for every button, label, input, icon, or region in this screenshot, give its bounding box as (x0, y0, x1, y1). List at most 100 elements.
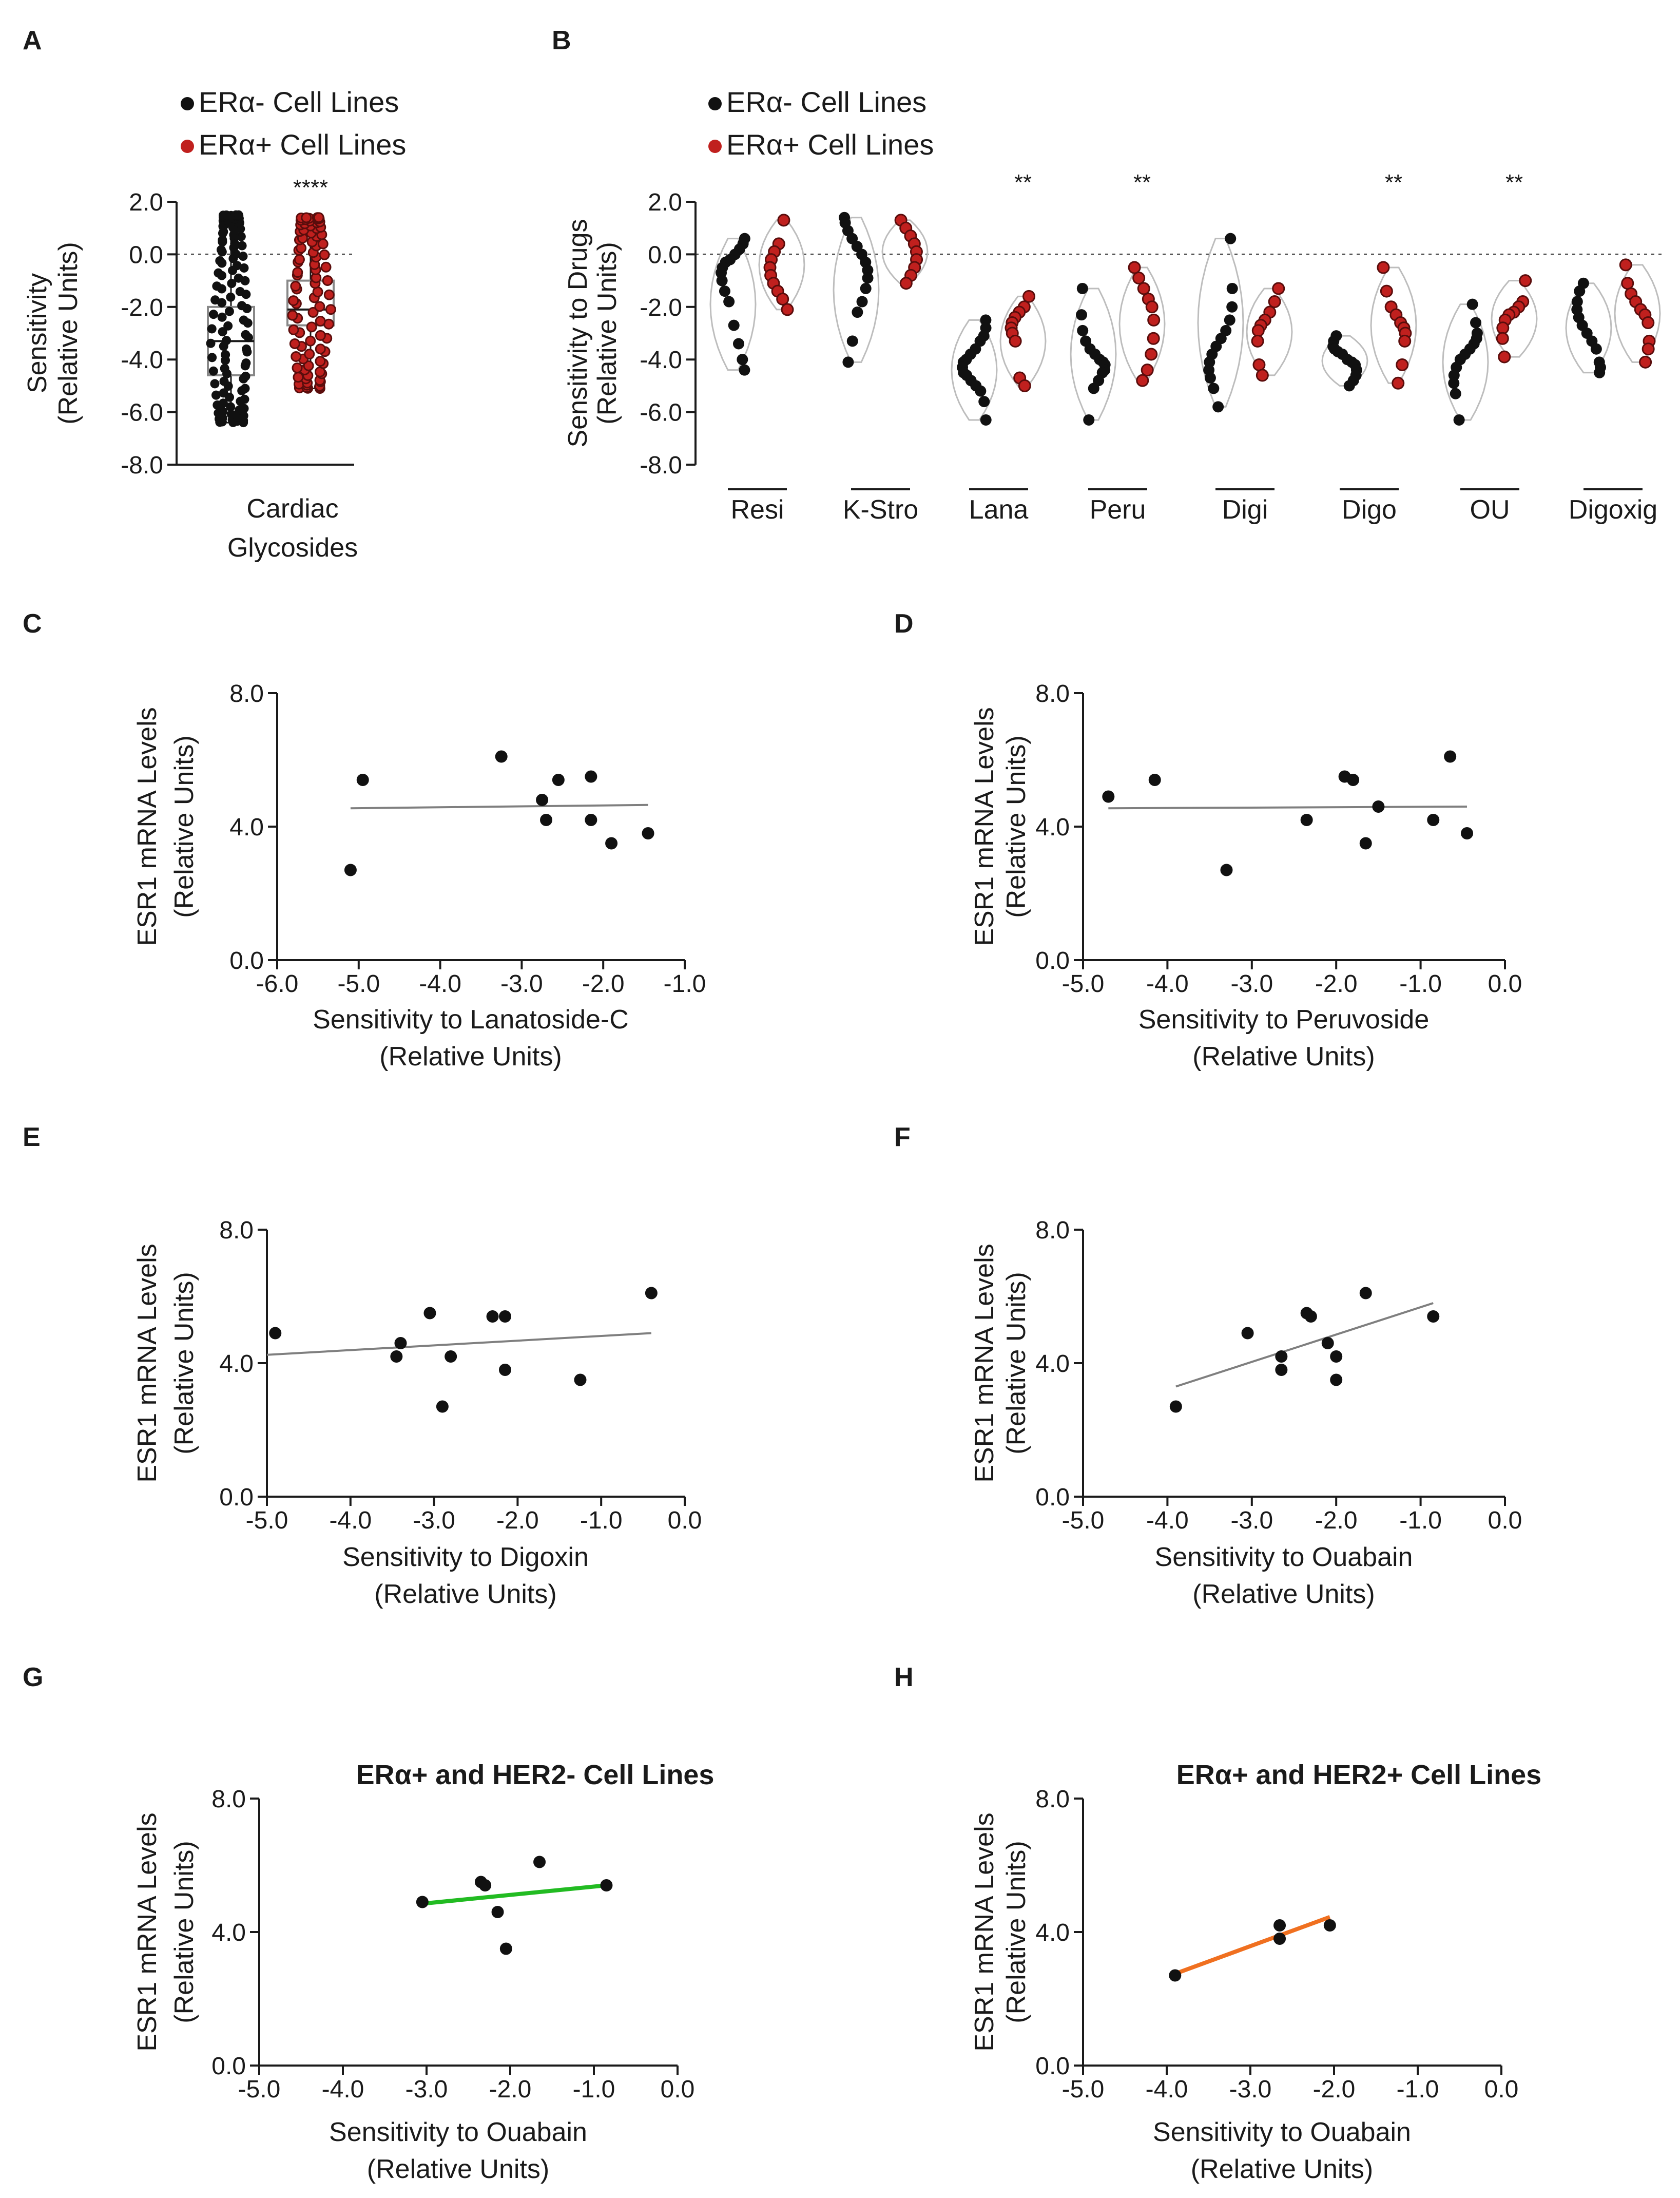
d-data-point (1372, 800, 1385, 813)
d-data-point (1220, 864, 1233, 876)
a-legend-marker-neg (181, 97, 194, 110)
e-x-tick-label: -4.0 (329, 1507, 372, 1534)
c-x-tick-label: -2.0 (582, 970, 625, 998)
f-y-axis-label-line1: ESR1 mRNA Levels (970, 1244, 999, 1482)
f-regression-line (1175, 1302, 1434, 1388)
g-chart-title: ERα+ and HER2- Cell Lines (356, 1760, 715, 1790)
b-point-neg (1076, 282, 1088, 294)
e-data-point (498, 1310, 511, 1323)
b-point-neg (737, 354, 748, 366)
b-violin-neg (833, 217, 880, 363)
b-point-pos (1137, 282, 1150, 295)
g-y-tick-label: 8.0 (211, 1786, 246, 1813)
b-point-neg (1204, 372, 1216, 384)
b-point-pos (1132, 271, 1146, 284)
g-data-point (416, 1896, 429, 1908)
b-violin-neg (709, 238, 757, 371)
f-data-point (1427, 1310, 1440, 1323)
b-violin-pos (1491, 280, 1538, 358)
b-violin-neg (1197, 238, 1244, 408)
f-y-tick-label: 8.0 (1035, 1217, 1070, 1244)
g-x-tick-label: -1.0 (573, 2076, 615, 2103)
a-point-neg (207, 324, 217, 334)
c-data-point (495, 750, 508, 763)
b-point-neg (1224, 314, 1235, 326)
h-chart-title: ERα+ and HER2+ Cell Lines (1176, 1760, 1541, 1790)
a-point-pos (322, 275, 333, 286)
a-point-pos (287, 310, 298, 321)
b-legend-marker-neg (708, 97, 722, 110)
b-category-label: Peru (1090, 495, 1146, 525)
b-point-pos (1272, 282, 1285, 295)
b-point-pos (1009, 334, 1022, 348)
b-point-neg (1594, 367, 1606, 378)
d-y-axis-label-line2: (Relative Units) (1001, 735, 1031, 918)
a-point-neg (234, 210, 243, 220)
h-data-point (1323, 1919, 1336, 1932)
b-point-neg (732, 338, 744, 350)
h-x-tick-label: 0.0 (1484, 2076, 1519, 2103)
b-point-pos (1496, 321, 1510, 335)
b-violin-neg (951, 319, 998, 421)
b-significance: ** (1014, 170, 1032, 195)
e-data-point (423, 1307, 436, 1320)
a-y-axis-label-line1: Sensitivity (23, 273, 52, 393)
a-y-axis-label-line2: (Relative Units) (53, 242, 83, 424)
e-regression-line (266, 1332, 651, 1356)
b-point-neg (1448, 369, 1460, 381)
b-significance: ** (1133, 170, 1151, 195)
d-regression-line (1108, 806, 1467, 810)
c-x-tick-label: -1.0 (664, 970, 706, 998)
b-significance: ** (1505, 170, 1523, 195)
a-point-pos (289, 338, 300, 349)
f-y-axis-label-line2: (Relative Units) (1001, 1272, 1031, 1454)
panel-label-a: A (23, 26, 42, 55)
a-point-neg (238, 252, 248, 261)
b-point-pos (1147, 332, 1160, 345)
panel-label-g: G (23, 1662, 43, 1692)
a-point-neg (214, 268, 223, 278)
e-data-point (498, 1364, 511, 1376)
a-point-neg (232, 261, 242, 271)
g-x-tick-label: -3.0 (405, 2076, 448, 2103)
b-point-neg (723, 296, 735, 308)
b-violin-neg (1565, 282, 1612, 374)
f-x-tick-label: -3.0 (1230, 1507, 1273, 1534)
e-data-point (394, 1337, 407, 1349)
b-point-pos (1018, 379, 1031, 392)
a-point-neg (223, 321, 233, 331)
a-point-pos (301, 212, 312, 223)
b-category-label: Resi (730, 495, 784, 525)
a-point-neg (241, 330, 250, 339)
b-point-pos (1251, 334, 1264, 348)
b-point-neg (1574, 285, 1586, 297)
b-point-neg (980, 314, 992, 326)
f-y-tick-label: 0.0 (1035, 1484, 1070, 1511)
a-point-neg (239, 263, 249, 273)
h-y-tick-label: 4.0 (1035, 1919, 1070, 1946)
b-point-neg (1225, 233, 1237, 244)
f-data-point (1275, 1350, 1288, 1363)
b-violin-pos (1246, 288, 1293, 376)
d-data-point (1300, 814, 1313, 826)
g-x-axis-label-line1: Sensitivity to Ouabain (329, 2117, 587, 2147)
b-point-neg (719, 285, 730, 297)
a-point-pos (314, 301, 325, 312)
b-point-neg (1470, 317, 1482, 329)
b-point-pos (781, 303, 794, 316)
b-point-neg (1226, 301, 1238, 313)
a-point-neg (208, 366, 218, 376)
a-point-neg (215, 256, 225, 265)
a-point-pos (288, 295, 299, 307)
b-point-neg (1466, 298, 1478, 310)
b-y-tick-label: -4.0 (640, 347, 682, 374)
d-data-point (1148, 774, 1161, 786)
e-data-point (486, 1310, 499, 1323)
c-y-tick-label: 8.0 (229, 680, 264, 708)
panel-label-b: B (552, 26, 571, 55)
c-y-tick-label: 0.0 (229, 947, 264, 974)
b-point-neg (1571, 296, 1583, 308)
c-data-point (585, 814, 597, 826)
a-point-neg (222, 210, 231, 220)
